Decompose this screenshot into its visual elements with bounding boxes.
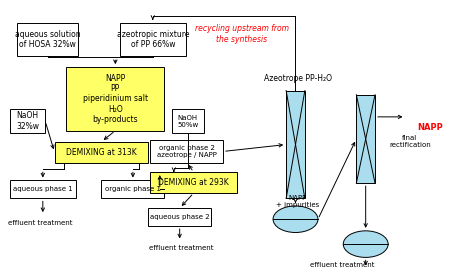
Text: Azeotrope PP-H₂O: Azeotrope PP-H₂O: [264, 74, 332, 83]
Text: NAPP
+ impurities: NAPP + impurities: [276, 195, 319, 208]
Circle shape: [273, 206, 318, 232]
Bar: [150, 172, 237, 193]
Circle shape: [343, 231, 388, 257]
Bar: [66, 67, 164, 131]
Bar: [55, 142, 148, 163]
Bar: [101, 180, 164, 198]
Bar: [172, 109, 204, 133]
Text: NAPP
PP
piperidinium salt
H₂O
by-products: NAPP PP piperidinium salt H₂O by-product…: [83, 74, 148, 124]
Bar: [150, 140, 223, 163]
Text: aqueous phase 1: aqueous phase 1: [13, 187, 73, 192]
Bar: [356, 95, 375, 183]
Text: NAPP: NAPP: [417, 123, 443, 132]
Text: effluent treatment: effluent treatment: [310, 262, 374, 268]
Bar: [120, 23, 185, 56]
Text: organic phase 2
azeotrope / NAPP: organic phase 2 azeotrope / NAPP: [157, 145, 217, 158]
Bar: [17, 23, 78, 56]
Text: DEMIXING at 293K: DEMIXING at 293K: [158, 178, 229, 187]
Text: azeotropic mixture
of PP 66%w: azeotropic mixture of PP 66%w: [117, 30, 189, 49]
Bar: [10, 180, 75, 198]
Bar: [148, 208, 211, 226]
Text: final
rectification: final rectification: [389, 135, 431, 148]
Text: DEMIXING at 313K: DEMIXING at 313K: [66, 148, 137, 157]
Text: effluent treatment: effluent treatment: [149, 245, 213, 251]
Text: effluent treatment: effluent treatment: [8, 220, 73, 226]
Text: aqueous solution
of HOSA 32%w: aqueous solution of HOSA 32%w: [15, 30, 80, 49]
Text: aqueous phase 2: aqueous phase 2: [150, 214, 210, 220]
Text: NaOH
32%w: NaOH 32%w: [16, 111, 39, 131]
Text: NaOH
50%w: NaOH 50%w: [177, 115, 199, 128]
Bar: [286, 91, 305, 198]
Text: organic phase 1: organic phase 1: [105, 187, 161, 192]
Bar: [10, 109, 45, 133]
Text: recycling upstream from
the synthesis: recycling upstream from the synthesis: [195, 24, 289, 44]
